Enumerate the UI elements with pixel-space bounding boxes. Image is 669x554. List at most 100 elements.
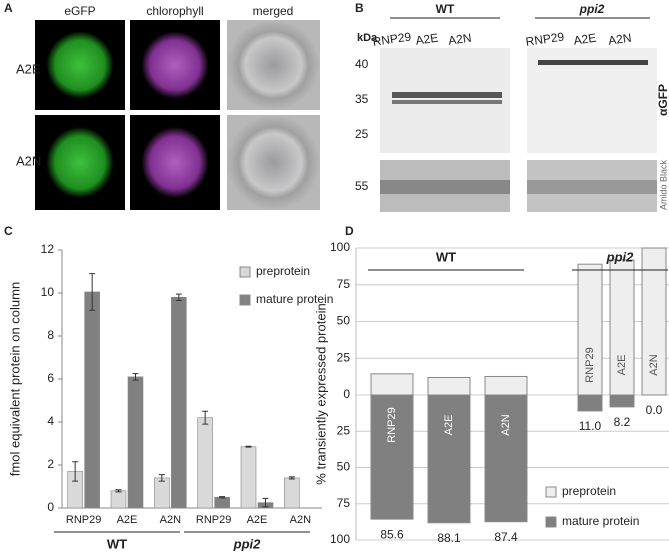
bar <box>284 477 300 509</box>
y-tick-label: 10 <box>41 285 55 299</box>
y-tick-label: 100 <box>330 240 350 254</box>
bar <box>577 394 603 412</box>
legend-swatch <box>545 516 557 528</box>
antibody-label: αGFP <box>656 84 669 116</box>
bar <box>127 376 144 509</box>
y-axis-label: % transiently expressed protein <box>313 303 328 484</box>
lane-label: A2N <box>447 31 472 48</box>
category-label: RNP29 <box>584 347 596 382</box>
row-label: A2N <box>16 153 41 168</box>
group-label: WT <box>436 249 456 264</box>
group-label: WT <box>107 536 127 551</box>
error-bar <box>262 497 269 508</box>
error-bar <box>115 489 122 493</box>
y-tick-label: 50 <box>337 460 351 474</box>
stain-label: Amido Black <box>658 159 668 210</box>
error-bar <box>158 474 165 482</box>
bar <box>110 490 127 509</box>
value-label: 88.1 <box>437 531 461 545</box>
error-bar <box>89 273 96 311</box>
value-label: 11.0 <box>579 419 602 433</box>
legend-label: mature protein <box>562 514 639 528</box>
bar <box>370 373 414 396</box>
bar <box>154 477 170 509</box>
bar <box>214 496 230 509</box>
category-label: A2N <box>500 414 512 435</box>
legend-label: preprotein <box>256 264 310 278</box>
x-tick-label: RNP29 <box>196 514 231 526</box>
y-tick-label: 2 <box>47 457 54 471</box>
category-label: A2E <box>443 415 455 436</box>
error-bar <box>288 476 295 480</box>
lane-label: A2N <box>607 31 632 48</box>
error-bar <box>219 496 226 499</box>
unit-label: kDa <box>357 32 378 44</box>
bar <box>171 296 187 509</box>
bar <box>197 417 213 509</box>
x-tick-label: A2E <box>117 514 138 526</box>
y-tick-label: 0 <box>47 500 54 514</box>
panel-b-blots <box>380 48 657 212</box>
column-label: merged <box>253 4 294 18</box>
legend-swatch <box>239 294 251 306</box>
group-label: ppi2 <box>579 2 605 16</box>
lane-label: A2E <box>573 31 597 48</box>
y-tick-label: 4 <box>47 414 54 428</box>
lane-label: RNP29 <box>372 30 413 49</box>
y-tick-label: 25 <box>337 350 351 364</box>
legend-label: mature protein <box>256 292 333 306</box>
legend-swatch <box>545 486 557 498</box>
bar <box>609 259 635 396</box>
error-bar <box>72 461 79 482</box>
y-tick-label: 8 <box>47 328 54 342</box>
panel-label: B <box>355 1 364 15</box>
bar <box>641 247 667 396</box>
y-tick-label: 12 <box>41 242 55 256</box>
value-label: 87.4 <box>494 530 518 544</box>
x-tick-label: A2N <box>290 514 311 526</box>
panel-label: C <box>4 224 13 238</box>
panel-a-images <box>35 20 320 210</box>
category-label: RNP29 <box>386 407 398 442</box>
bar <box>84 291 100 509</box>
lane-label: RNP29 <box>525 30 566 49</box>
group-label: WT <box>436 2 455 16</box>
y-tick-label: 75 <box>337 496 351 510</box>
legend-swatch <box>239 266 251 278</box>
category-label: A2N <box>648 354 660 375</box>
group-label: ppi2 <box>606 249 634 264</box>
bar <box>427 394 471 524</box>
x-tick-label: A2E <box>247 514 268 526</box>
y-tick-label: 75 <box>337 277 351 291</box>
group-label: ppi2 <box>233 536 261 551</box>
error-bar <box>245 445 252 448</box>
value-label: 8.2 <box>614 415 631 429</box>
bar <box>370 394 414 520</box>
x-tick-label: RNP29 <box>66 514 101 526</box>
error-bar <box>175 293 182 302</box>
panel-label: D <box>345 224 354 238</box>
y-tick-label: 50 <box>337 314 351 328</box>
category-label: A2E <box>616 355 628 376</box>
bar <box>484 375 528 396</box>
bar <box>609 394 635 408</box>
bar <box>484 394 528 523</box>
y-tick-label: 6 <box>47 371 54 385</box>
x-tick-label: A2N <box>160 514 181 526</box>
lane-label: A2E <box>415 31 439 48</box>
y-tick-label: 100 <box>330 532 350 546</box>
marker-label: 55 <box>355 179 369 193</box>
marker-label: 35 <box>355 92 369 106</box>
legend-label: preprotein <box>562 484 616 498</box>
bar <box>240 446 257 509</box>
y-tick-label: 25 <box>337 423 351 437</box>
column-label: chlorophyll <box>146 4 203 18</box>
column-label: eGFP <box>64 4 95 18</box>
marker-label: 40 <box>355 57 369 71</box>
error-bar <box>202 410 209 425</box>
value-label: 0.0 <box>646 403 663 417</box>
value-label: 85.6 <box>380 527 404 541</box>
row-label: A2E <box>16 61 41 76</box>
error-bar <box>132 373 139 381</box>
